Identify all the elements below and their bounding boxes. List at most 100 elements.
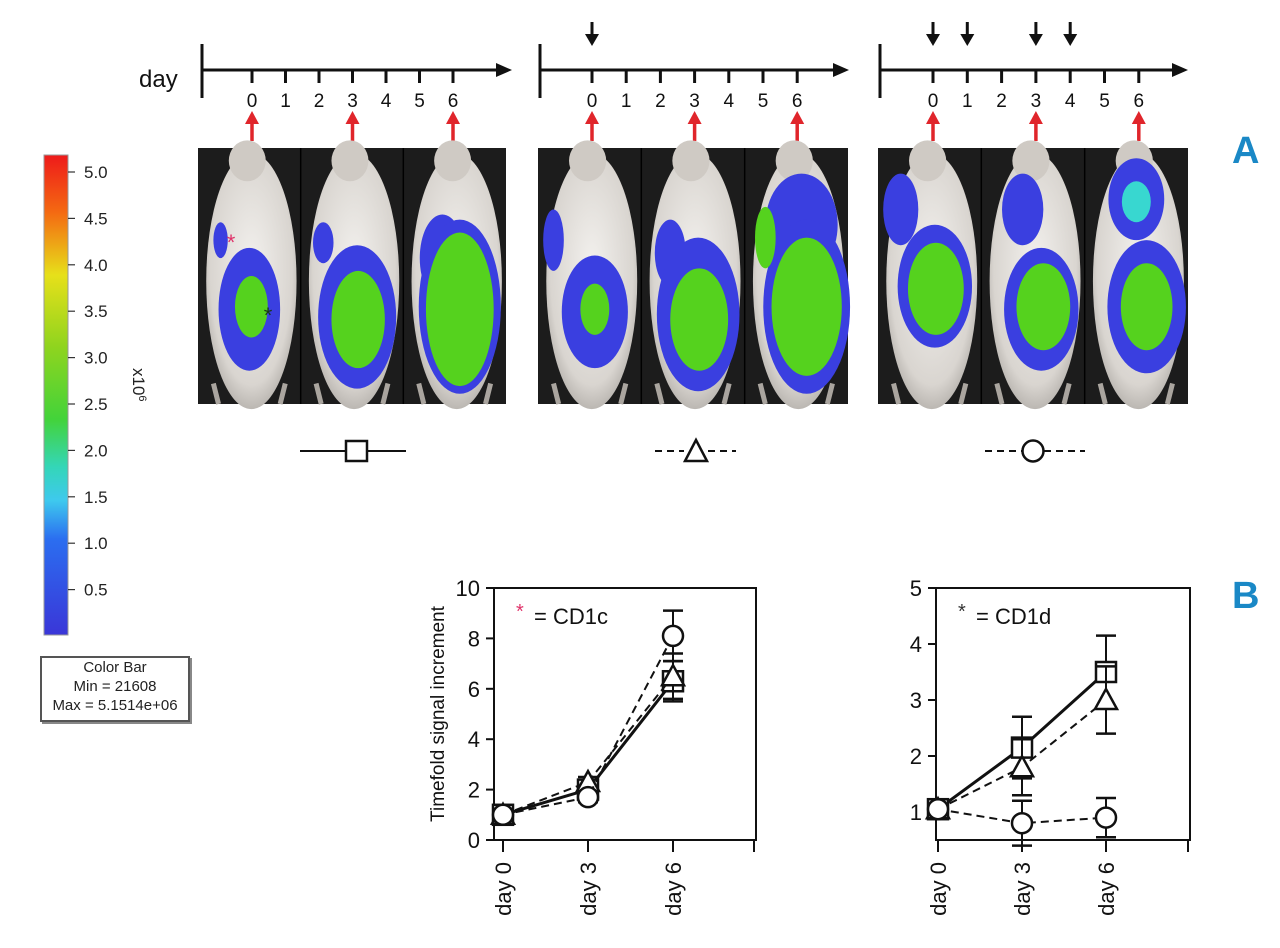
y-tick-label: 0 — [468, 828, 480, 853]
timeline-tick-label: 2 — [314, 91, 325, 112]
timeline-tick-label: 0 — [587, 91, 598, 112]
imaging-arrow-head — [1131, 111, 1146, 124]
mouse-head — [1012, 140, 1050, 182]
chart-2: 1 2 3 4 5 day 0 day 3 day 6 * = CD1d — [910, 576, 1191, 916]
data-point-circle — [576, 785, 600, 809]
color-bar-tick-label: 4.0 — [84, 256, 108, 275]
imaging-arrow — [1131, 111, 1146, 141]
timeline-tick-label: 6 — [448, 91, 459, 112]
timeline-group-1: 0 1 2 3 4 5 6 — [200, 44, 512, 141]
mouse-image — [1092, 140, 1186, 410]
imaging-arrow — [446, 111, 460, 141]
bioluminescence-signal — [755, 206, 776, 269]
color-bar-unit-exponent: 6 — [136, 395, 148, 401]
timeline-tick-label: 4 — [1065, 91, 1076, 112]
bioluminescence-signal — [771, 237, 842, 376]
color-bar-tick-label: 1.5 — [84, 488, 108, 507]
bioluminescence-signal — [670, 268, 729, 371]
treatment-arrow — [960, 22, 975, 46]
treatment-arrow — [1063, 22, 1078, 46]
color-bar-tick-label: 0.5 — [84, 581, 108, 600]
bioluminescence-signal — [312, 222, 334, 264]
imaging-arrow — [245, 111, 259, 141]
imaging-arrow — [585, 111, 599, 141]
bioluminescence-signal — [580, 283, 610, 335]
mouse-head — [331, 140, 369, 182]
color-bar-gradient — [43, 154, 69, 636]
timelines: day 0 1 2 3 4 5 6 0 1 2 3 4 5 6 0 1 2 3 4 5 6 — [139, 22, 1188, 141]
annotation-text: = CD1c — [534, 604, 608, 629]
cd1d-site-marker: * — [264, 303, 273, 328]
timeline-tick-label: 3 — [347, 91, 358, 112]
timeline-tick-label: 2 — [655, 91, 666, 112]
mouse-leg — [994, 382, 1005, 405]
mouse-image — [206, 140, 297, 410]
timeline-tick-label: 0 — [928, 91, 939, 112]
timeline-tick-label: 3 — [1031, 91, 1042, 112]
mouse-leg — [416, 382, 427, 405]
mouse-head — [909, 140, 947, 182]
mouse-image — [308, 140, 400, 410]
mouse-leg — [891, 382, 902, 405]
bioluminescence-signal — [1016, 263, 1071, 351]
color-bar-tick-label: 3.0 — [84, 349, 108, 368]
mouse-image — [989, 140, 1081, 410]
mouse-image — [752, 140, 851, 410]
mouse-image — [411, 140, 502, 410]
imaging-arrow-head — [446, 111, 460, 124]
timeline-tick-label: 5 — [1099, 91, 1110, 112]
mouse-head — [672, 140, 710, 182]
timeline-tick-label: 2 — [996, 91, 1007, 112]
y-tick-label: 4 — [910, 632, 922, 657]
mouse-leg — [380, 382, 391, 405]
color-bar-info-title: Color Bar — [83, 659, 147, 676]
treatment-arrow-head — [1028, 34, 1043, 46]
group-symbol-circle — [985, 439, 1085, 463]
panel-label-a: A — [1232, 130, 1259, 172]
bioluminescence-signal — [907, 242, 964, 335]
y-tick-label: 1 — [910, 800, 922, 825]
group-legend-symbols — [300, 437, 1085, 463]
data-point-circle — [1094, 806, 1118, 829]
x-tick-label: day 3 — [576, 862, 601, 916]
mouse-leg — [1061, 382, 1072, 405]
charts: 0 2 4 6 8 10 day 0 day 3 day 6 Timefold signal in… — [428, 576, 1191, 916]
mouse-leg — [313, 382, 324, 405]
mouse-image — [883, 140, 978, 410]
series-circle — [491, 609, 685, 827]
y-tick-label: 10 — [456, 576, 480, 601]
mouse-leg — [757, 382, 768, 405]
plot-frame — [493, 587, 757, 841]
annotation-marker: * — [958, 601, 966, 623]
timeline-tick-label: 3 — [689, 91, 700, 112]
image-panel-2 — [538, 140, 851, 410]
imaging-arrow-head — [245, 111, 259, 124]
imaging-arrow-head — [1028, 111, 1043, 124]
bioluminescence-signal — [213, 222, 228, 259]
treatment-arrow-head — [926, 34, 940, 46]
data-point-circle — [661, 624, 685, 648]
bioluminescence-signal — [883, 173, 919, 246]
data-point-circle — [1010, 811, 1034, 835]
timeline-tick-label: 6 — [1134, 91, 1145, 112]
color-bar-ticks: 5.0 4.5 4.0 3.5 3.0 2.5 2.0 1.5 1.0 0.5 — [68, 163, 108, 600]
cd1c-site-marker: * — [227, 230, 236, 255]
mouse-leg — [654, 382, 665, 405]
bioluminescence-signal — [234, 276, 268, 338]
color-bar-tick-label: 2.5 — [84, 395, 108, 414]
data-point-triangle — [659, 662, 687, 687]
timeline-arrowhead — [496, 63, 512, 77]
color-bar-unit-base: x10 — [129, 368, 148, 395]
timeline-tick-label: 5 — [758, 91, 769, 112]
x-tick-label: day 6 — [1094, 862, 1119, 916]
mouse-leg — [551, 382, 562, 405]
mouse-head — [434, 140, 472, 182]
y-tick-label: 5 — [910, 576, 922, 601]
imaging-arrow — [1028, 111, 1043, 141]
y-axis-label: Timefold signal increment — [428, 605, 449, 821]
color-bar-tick-label: 5.0 — [84, 163, 108, 182]
x-tick-label: day 6 — [661, 862, 686, 916]
annotation-marker: * — [516, 601, 524, 623]
x-tick-label: day 0 — [491, 862, 516, 916]
